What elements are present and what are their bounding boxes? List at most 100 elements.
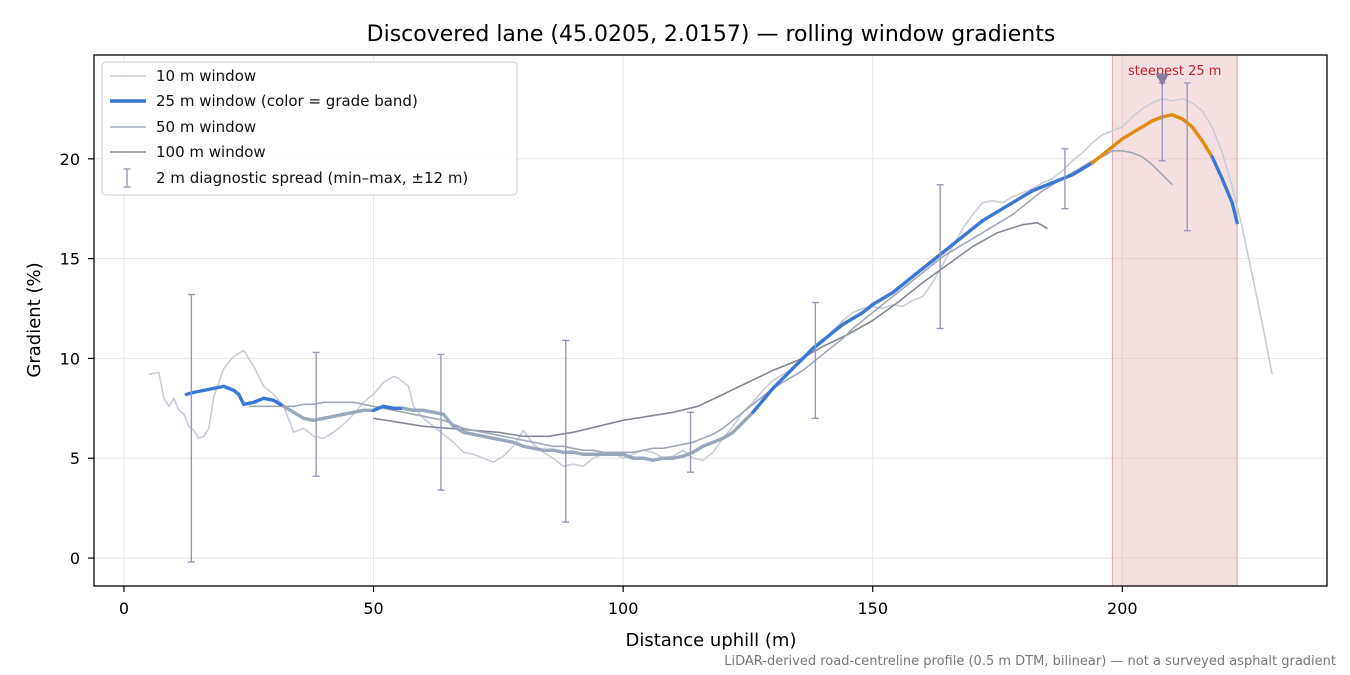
- series-segment-25m: [1090, 153, 1105, 165]
- x-axis-label: Distance uphill (m): [626, 630, 797, 651]
- series-segment-25m: [1060, 173, 1075, 181]
- x-tick-label: 0: [119, 599, 129, 618]
- series-segment-25m: [451, 424, 466, 434]
- series-segment-25m: [831, 322, 845, 335]
- y-axis-ticks: 0 5 10 15 20: [60, 150, 94, 568]
- series-segment-25m: [1000, 201, 1015, 211]
- series-segment-25m: [920, 258, 935, 271]
- series-segment-25m: [741, 410, 755, 425]
- series-segment-25m: [900, 274, 915, 287]
- y-tick-label: 5: [70, 449, 80, 468]
- series-segment-25m: [681, 450, 695, 458]
- legend-swatch-errorbar: [123, 168, 131, 188]
- series-segment-25m: [511, 440, 526, 448]
- series-segment-25m: [252, 396, 266, 405]
- y-tick-label: 20: [60, 150, 80, 169]
- plot-frame: [93, 54, 1328, 587]
- series-segment-25m: [960, 226, 975, 239]
- series-segment-25m: [861, 302, 875, 315]
- legend-label-100m: 100 m window: [156, 143, 266, 161]
- series-lines: [148, 98, 1273, 468]
- series-segment-25m: [371, 404, 386, 413]
- legend-label-25m: 25 m window (color = grade band): [156, 92, 418, 110]
- series-segment-25m: [1100, 145, 1115, 157]
- series-segment-25m: [721, 430, 735, 440]
- legend-label-errorbar: 2 m diagnostic spread (min–max, ±12 m): [156, 169, 468, 187]
- series-segment-25m: [291, 410, 306, 421]
- series-segment-25m: [881, 290, 895, 301]
- series-segment-25m: [1210, 155, 1224, 181]
- series-line-50m: [248, 150, 1173, 454]
- series-segment-25m: [1150, 115, 1164, 123]
- chart-title: Discovered lane (45.0205, 2.0157) — roll…: [367, 22, 1056, 47]
- series-segment-25m: [791, 356, 805, 371]
- series-segment-25m: [761, 386, 775, 403]
- series-segment-25m: [1110, 137, 1125, 149]
- series-segment-25m: [930, 250, 945, 263]
- series-segment-25m: [621, 452, 635, 460]
- x-tick-label: 200: [1107, 599, 1138, 618]
- series-segment-25m: [841, 316, 855, 327]
- series-segment-25m: [1050, 177, 1065, 185]
- series-segment-25m: [441, 412, 456, 429]
- series-segment-25m: [1230, 201, 1239, 225]
- series-segment-25m: [801, 346, 815, 361]
- series-segment-25m: [751, 398, 765, 415]
- highlight-band: [1111, 54, 1238, 587]
- series-segment-25m: [970, 218, 985, 231]
- series-segment-25m: [910, 266, 925, 279]
- series-segment-25m: [691, 444, 705, 454]
- series-segment-25m: [281, 404, 296, 415]
- grid-lines: [94, 55, 1327, 586]
- series-segment-25m: [940, 242, 955, 255]
- series-segment-25m: [891, 282, 905, 295]
- series-segment-25m: [711, 436, 725, 444]
- error-bars: [187, 82, 1191, 563]
- series-segment-25m: [701, 440, 715, 448]
- series-segment-25m: [1220, 177, 1234, 205]
- band-annotation: steepest 25 m: [1128, 64, 1221, 86]
- series-segment-25m: [222, 384, 236, 393]
- x-tick-label: 150: [857, 599, 888, 618]
- legend: 10 m window 25 m window (color = grade b…: [101, 61, 518, 196]
- footnote: LiDAR-derived road-centreline profile (0…: [724, 654, 1336, 669]
- series-segment-25m: [1010, 195, 1025, 205]
- series-segment-25m: [1020, 189, 1035, 199]
- series-segment-25m: [1040, 181, 1055, 189]
- y-tick-label: 15: [60, 250, 80, 269]
- x-axis-ticks: 0 50 100 150 200: [119, 586, 1138, 618]
- band-label: steepest 25 m: [1128, 64, 1221, 79]
- series-segment-25m: [851, 310, 865, 321]
- series-segment-25m: [821, 330, 835, 343]
- series-segment-25m: [871, 296, 885, 307]
- series-segment-25m: [811, 338, 825, 351]
- series-segment-25m: [1190, 125, 1204, 143]
- series-segment-25m: [1030, 185, 1045, 193]
- x-tick-label: 50: [363, 599, 383, 618]
- series-line-100m: [373, 221, 1048, 438]
- y-axis-label: Gradient (%): [24, 262, 45, 377]
- steepest-band-rect: [1111, 54, 1238, 587]
- series-segment-25m: [731, 420, 745, 434]
- x-tick-label: 100: [608, 599, 639, 618]
- series-segment-25m: [781, 366, 795, 381]
- series-segment-25m: [980, 212, 995, 223]
- series-segment-25m: [1080, 161, 1095, 171]
- series-segment-25m: [237, 392, 246, 407]
- y-tick-label: 10: [60, 349, 80, 368]
- series-segment-25m: [272, 398, 286, 409]
- series-segment-25m: [1140, 119, 1154, 129]
- y-tick-label: 0: [70, 549, 80, 568]
- series-segment-25m: [1070, 167, 1085, 177]
- series-segment-25m: [1130, 125, 1144, 135]
- series-segment-25m: [771, 376, 785, 391]
- series-segment-25m: [990, 207, 1005, 217]
- legend-label-10m: 10 m window: [156, 67, 256, 85]
- series-segment-25m: [1120, 131, 1135, 141]
- legend-label-50m: 50 m window: [156, 118, 256, 136]
- steepest-marker: [1155, 73, 1170, 86]
- series-segment-25m: [950, 234, 965, 247]
- series-segment-25m: [1200, 139, 1214, 159]
- series-segment-25m: [1170, 113, 1184, 121]
